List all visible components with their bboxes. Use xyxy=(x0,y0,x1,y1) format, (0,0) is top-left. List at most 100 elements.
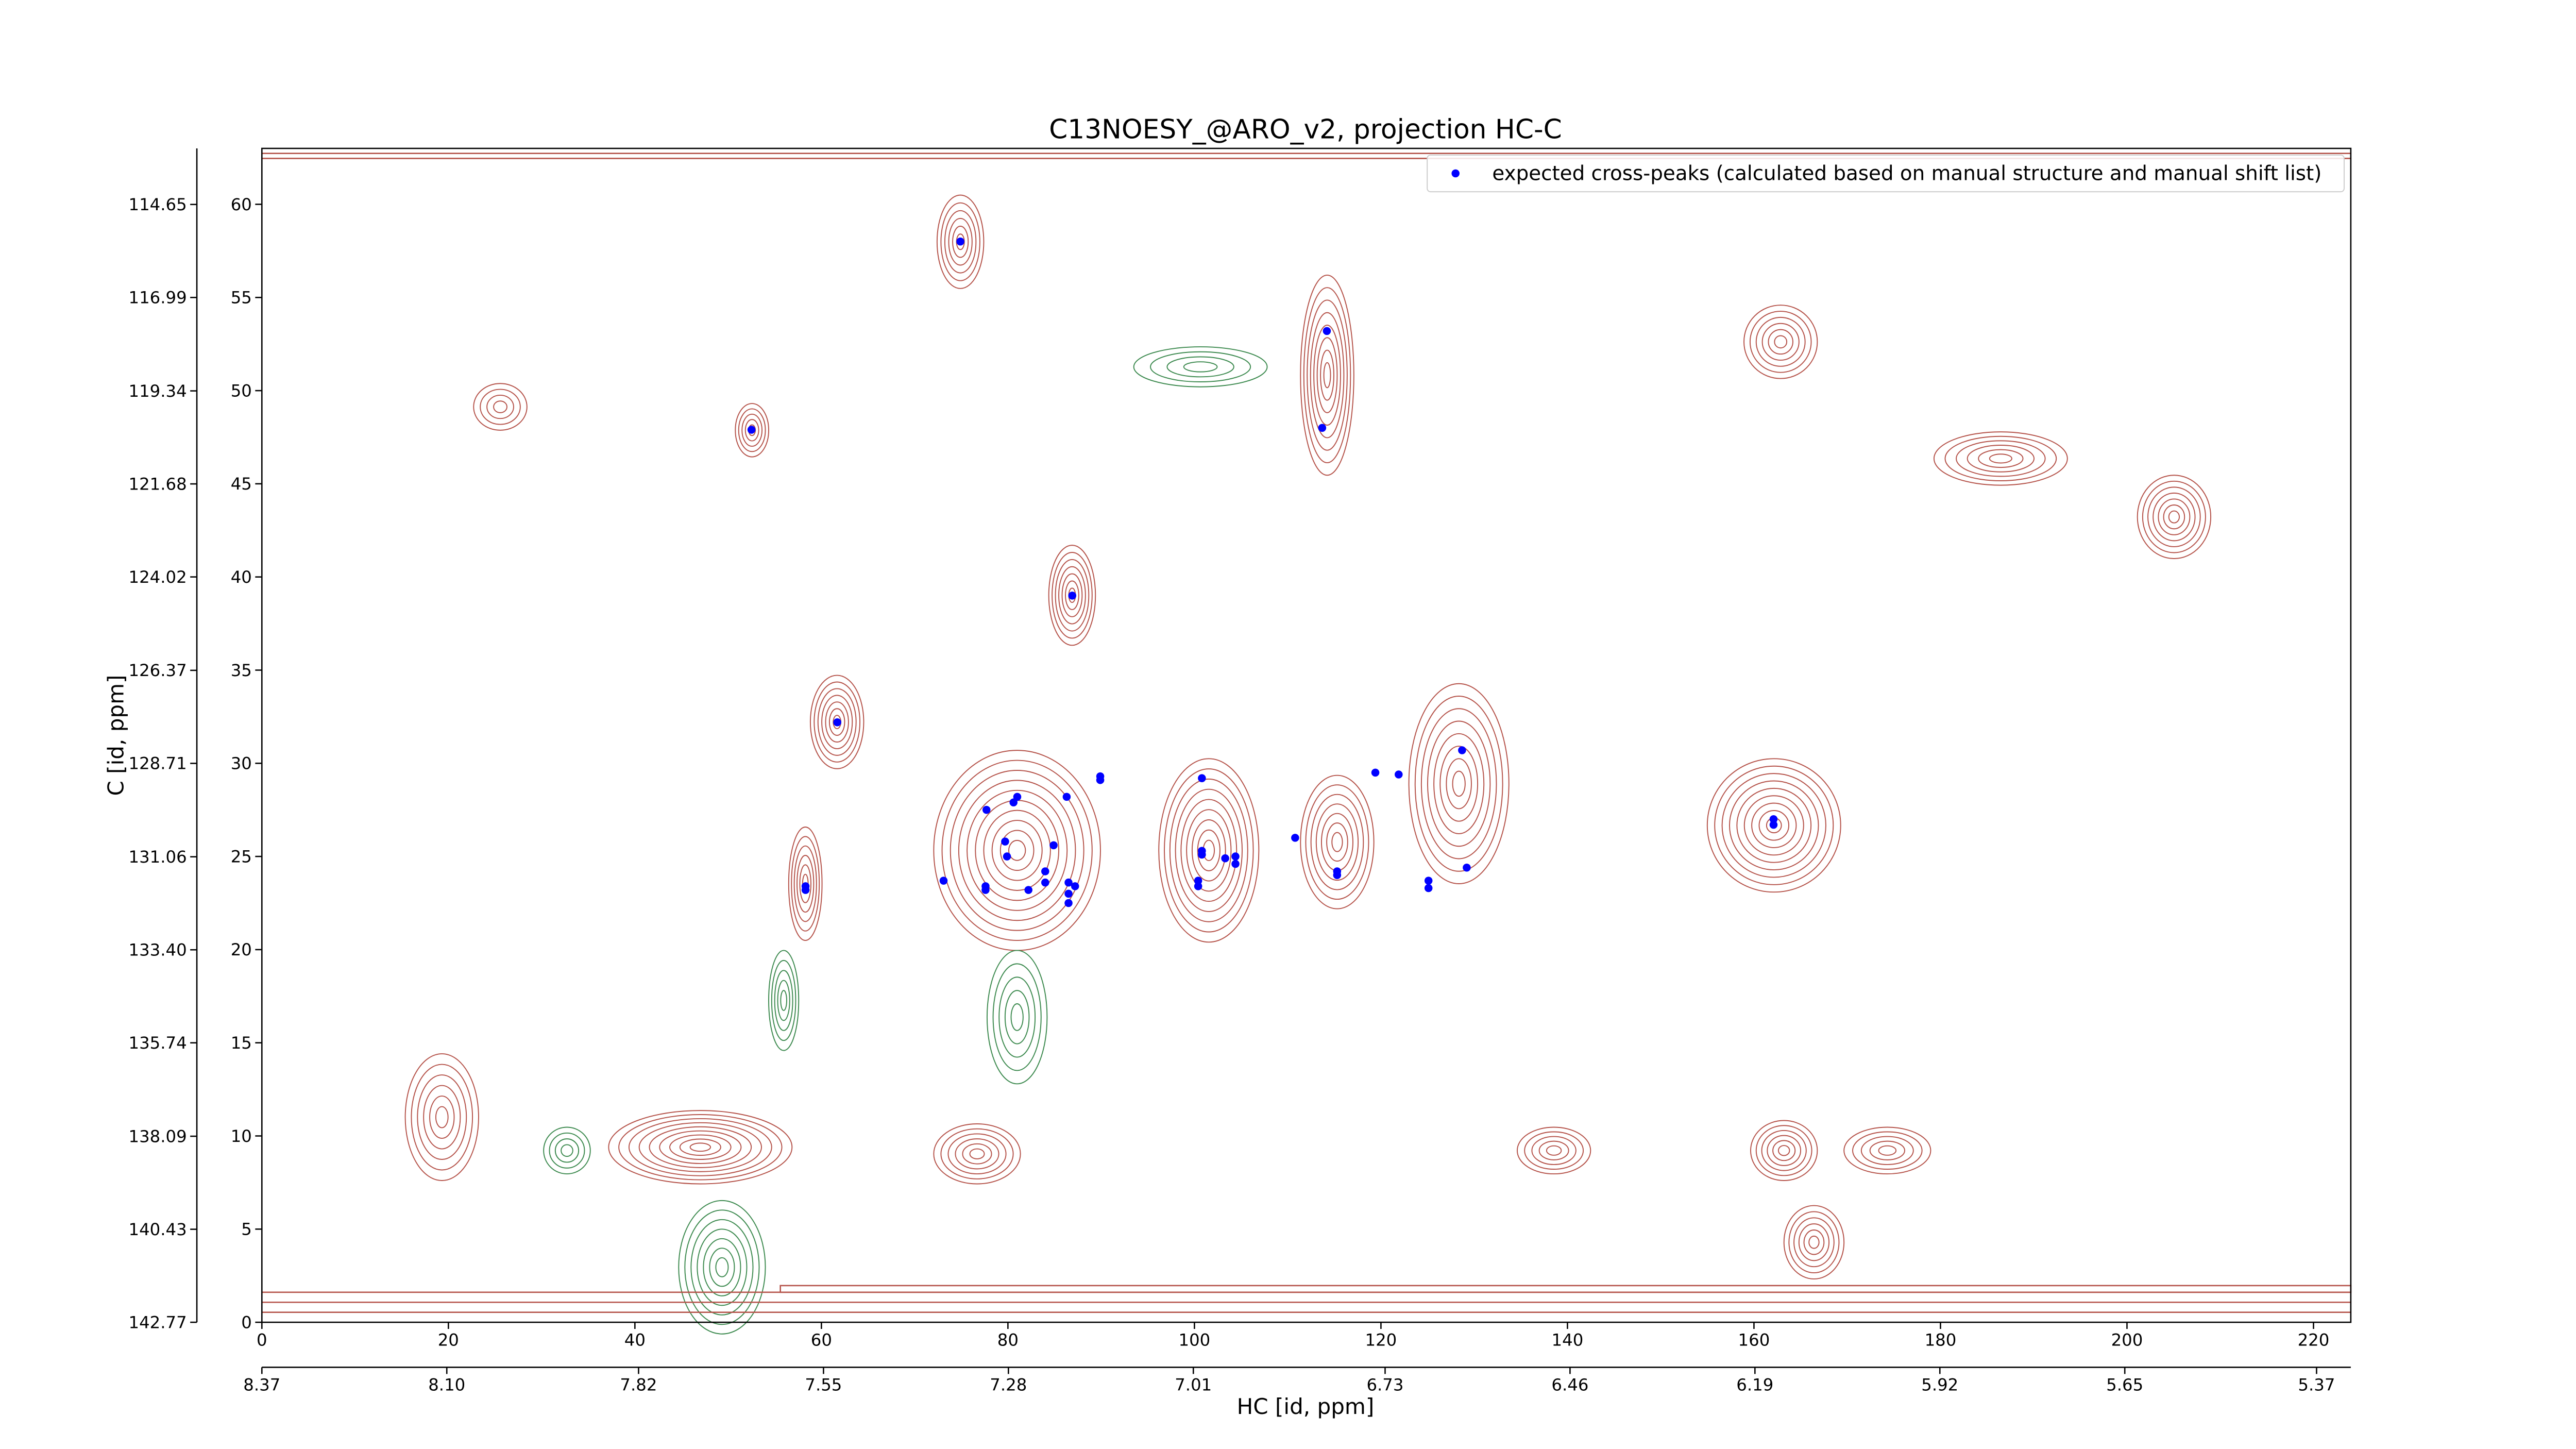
contour xyxy=(689,1142,711,1152)
contour xyxy=(1186,809,1232,892)
contour xyxy=(936,194,985,289)
x-tick-label: 180 xyxy=(1925,1330,1957,1350)
contour xyxy=(1439,746,1479,822)
contour xyxy=(1516,1126,1591,1175)
cross-peak xyxy=(1221,854,1229,863)
x-tick-label: 60 xyxy=(811,1330,832,1350)
contour xyxy=(1150,351,1251,382)
contour xyxy=(1166,356,1234,378)
contour xyxy=(1307,299,1348,451)
contour xyxy=(1320,813,1353,871)
contour xyxy=(962,1143,992,1165)
contour xyxy=(1538,1140,1569,1160)
contour xyxy=(429,1096,455,1139)
contour xyxy=(1408,683,1510,884)
cross-peak xyxy=(956,238,964,246)
contour xyxy=(709,1248,735,1287)
cross-peak xyxy=(981,886,990,894)
contour xyxy=(1323,362,1331,389)
contour xyxy=(825,701,849,743)
contour xyxy=(1803,1229,1825,1255)
contour xyxy=(738,408,766,452)
contour xyxy=(814,681,861,763)
contour xyxy=(1427,720,1491,847)
contour xyxy=(2137,475,2212,559)
cross-peak xyxy=(1194,877,1202,885)
contour xyxy=(669,1134,732,1160)
cross-peak xyxy=(939,877,948,885)
cross-peak xyxy=(1064,889,1073,898)
y-tick-label: 50 xyxy=(231,381,252,400)
contour xyxy=(2147,486,2201,547)
contour xyxy=(771,959,796,1041)
contour xyxy=(1869,1140,1905,1160)
contour xyxy=(649,1126,752,1168)
x2-tick-label: 7.01 xyxy=(1175,1375,1212,1395)
x-axis-label: HC [id, ppm] xyxy=(1237,1394,1375,1419)
x-tick-label: 0 xyxy=(257,1330,267,1350)
y-tick-label: 5 xyxy=(241,1220,252,1239)
contour xyxy=(735,403,769,458)
contour xyxy=(1058,566,1086,625)
contour xyxy=(1420,708,1497,860)
contour xyxy=(1736,787,1812,863)
contour xyxy=(1310,794,1364,890)
cross-peak xyxy=(1323,327,1331,335)
contour xyxy=(1158,758,1260,943)
cross-peak xyxy=(1769,820,1778,829)
contour xyxy=(1414,696,1503,872)
contour xyxy=(480,389,521,425)
x2-tick-label: 6.19 xyxy=(1736,1375,1773,1395)
contour xyxy=(1956,440,2046,477)
y-tick-label: 30 xyxy=(231,754,252,773)
contour xyxy=(1524,1131,1584,1170)
y2-tick-label: 128.71 xyxy=(129,754,187,773)
contour xyxy=(2142,480,2206,553)
contour xyxy=(1777,1145,1790,1156)
contour xyxy=(684,1209,760,1325)
cross-peak xyxy=(1333,871,1342,879)
contour xyxy=(1933,431,2068,486)
contour xyxy=(999,830,1035,871)
contour xyxy=(486,394,514,419)
contour xyxy=(1546,1145,1562,1156)
contour xyxy=(947,1133,1007,1175)
x2-tick-label: 7.55 xyxy=(805,1375,842,1395)
y2-tick-label: 142.77 xyxy=(129,1312,187,1332)
contour xyxy=(1774,335,1788,349)
contour xyxy=(779,1285,2352,1293)
contour xyxy=(2163,504,2185,530)
contour xyxy=(1989,453,2012,464)
y-axis-label: C [id, ppm] xyxy=(104,675,129,796)
cross-peak xyxy=(1049,841,1058,850)
contour xyxy=(777,980,790,1021)
x-tick-label: 160 xyxy=(1738,1330,1770,1350)
contour xyxy=(1197,829,1221,871)
contour xyxy=(2168,510,2180,524)
y-tick-label: 0 xyxy=(241,1312,252,1332)
legend-box xyxy=(1427,154,2345,193)
cross-peak xyxy=(1424,884,1433,892)
cross-peak xyxy=(1198,774,1206,782)
cross-peak xyxy=(1769,815,1778,823)
contour xyxy=(941,760,1093,941)
contour xyxy=(809,675,865,769)
contour xyxy=(608,1110,793,1185)
contour xyxy=(1783,1205,1845,1279)
contour xyxy=(1452,770,1466,797)
y-tick-label: 10 xyxy=(231,1126,252,1146)
y2-tick-label: 126.37 xyxy=(129,661,187,680)
cross-peak xyxy=(1024,886,1032,894)
contour xyxy=(1758,810,1790,841)
contour xyxy=(435,1106,449,1128)
contour xyxy=(1300,774,1375,909)
contour xyxy=(1761,323,1800,361)
contour xyxy=(1433,733,1485,834)
x-tick-label: 40 xyxy=(624,1330,646,1350)
contour xyxy=(1055,559,1090,632)
contour xyxy=(1751,802,1797,848)
y2-tick-label: 131.06 xyxy=(129,847,187,867)
cross-peak xyxy=(1458,746,1466,754)
